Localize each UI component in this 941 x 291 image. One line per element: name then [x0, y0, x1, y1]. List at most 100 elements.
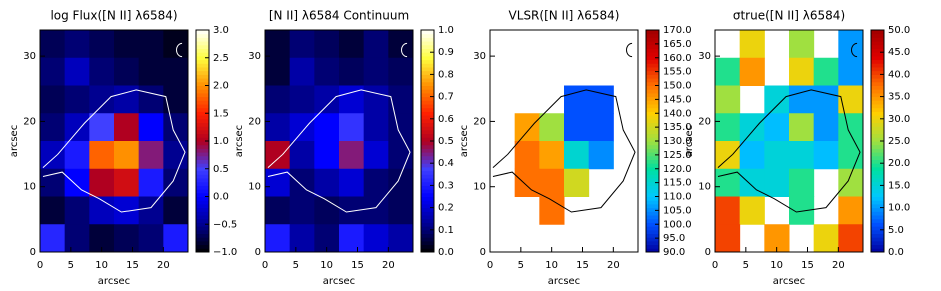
- colorbar-strip: [196, 115, 209, 120]
- heat-cell: [138, 30, 164, 59]
- heat-cell: [838, 141, 864, 170]
- heat-cell: [715, 196, 741, 225]
- heat-cell: [40, 168, 66, 197]
- colorbar-strip: [421, 111, 434, 116]
- heat-cell: [289, 57, 315, 86]
- heat-cell: [715, 57, 741, 86]
- heat-cell: [114, 57, 140, 86]
- colorbar-strip: [421, 237, 434, 242]
- colorbar-strip: [421, 48, 434, 53]
- colorbar-strip: [646, 248, 659, 253]
- colorbar-strip: [421, 189, 434, 194]
- x-tick-label: 10: [770, 260, 783, 271]
- beam: [851, 42, 858, 58]
- colorbar-strip: [646, 100, 659, 105]
- heat-cell: [388, 85, 414, 114]
- colorbar-strip: [196, 203, 209, 209]
- colorbar-strip: [871, 215, 884, 220]
- chart-title: log Flux([N II] λ6584): [50, 9, 177, 23]
- colorbar-tick-label: 0.8: [438, 69, 454, 80]
- heat-cell: [363, 113, 389, 142]
- colorbar-strip: [421, 141, 434, 146]
- colorbar-strip: [196, 111, 209, 116]
- heat-cell: [64, 113, 90, 142]
- colorbar-strip: [421, 85, 434, 90]
- heat-cell: [739, 196, 765, 225]
- colorbar-strip: [646, 200, 659, 205]
- heat-cell: [314, 113, 340, 142]
- colorbar-strip: [421, 185, 434, 190]
- heat-cell: [388, 168, 414, 197]
- colorbar-strip: [421, 192, 434, 197]
- colorbar-strip: [196, 189, 209, 194]
- heat-cell: [539, 168, 565, 197]
- x-tick-label: 15: [126, 260, 139, 271]
- colorbar-strip: [646, 163, 659, 168]
- colorbar-strip: [196, 74, 209, 79]
- colorbar-strip: [871, 100, 884, 105]
- colorbar-strip: [646, 215, 659, 220]
- colorbar-strip: [196, 218, 209, 223]
- colorbar-tick-label: 0.5: [438, 136, 454, 147]
- y-tick-label: 20: [23, 116, 36, 127]
- x-axis-label: arcsec: [98, 276, 130, 287]
- colorbar-strip: [646, 233, 659, 238]
- colorbar-strip: [421, 92, 434, 98]
- heat-cell: [289, 85, 315, 114]
- heat-cell: [265, 57, 291, 86]
- colorbar-tick-label: 0.6: [438, 114, 454, 125]
- heat-cell: [89, 85, 115, 114]
- colorbar-strip: [871, 44, 884, 49]
- colorbar-tick-label: 90.0: [663, 247, 685, 258]
- heat-cell: [114, 141, 140, 170]
- colorbar-strip: [871, 148, 884, 153]
- colorbar-tick-label: 135.0: [663, 122, 692, 133]
- colorbar-strip: [646, 70, 659, 75]
- heat-cell: [138, 113, 164, 142]
- colorbar-tick-label: 30.0: [888, 114, 910, 125]
- heat-cell: [764, 168, 790, 197]
- colorbar-strip: [871, 126, 884, 131]
- x-tick-label: 0: [712, 260, 718, 271]
- colorbar-strip: [421, 200, 434, 205]
- heat-cell: [265, 196, 291, 225]
- heat-cell: [138, 168, 164, 197]
- x-tick-label: 0: [262, 260, 268, 271]
- colorbar-strip: [421, 30, 434, 35]
- heat-cell: [813, 224, 839, 253]
- colorbar-strip: [871, 63, 884, 68]
- heat-cell: [289, 196, 315, 225]
- colorbar-tick-label: 140.0: [663, 108, 692, 119]
- colorbar-strip: [196, 52, 209, 57]
- contour: [42, 89, 186, 213]
- colorbar-strip: [646, 74, 659, 79]
- y-axis-label: arcsec: [234, 125, 245, 157]
- colorbar-strip: [196, 222, 209, 227]
- colorbar-strip: [871, 144, 884, 149]
- colorbar-strip: [421, 78, 434, 83]
- heat-cell: [339, 57, 365, 86]
- colorbar-strip: [196, 163, 209, 168]
- colorbar-tick-label: 155.0: [663, 67, 692, 78]
- colorbar-strip: [421, 233, 434, 238]
- colorbar-strip: [646, 85, 659, 90]
- colorbar-strip: [871, 192, 884, 197]
- y-tick-label: 10: [23, 182, 36, 193]
- heat-cell: [114, 196, 140, 225]
- colorbar-strip: [196, 166, 209, 172]
- colorbar-strip: [421, 89, 434, 94]
- heat-cell: [114, 30, 140, 59]
- heat-cell: [163, 168, 189, 197]
- heat-cell: [339, 30, 365, 59]
- x-tick-label: 20: [607, 260, 620, 271]
- heat-cell: [514, 168, 540, 197]
- heat-cell: [838, 224, 864, 253]
- colorbar-strip: [871, 211, 884, 216]
- colorbar-strip: [871, 55, 884, 61]
- colorbar-strip: [871, 81, 884, 86]
- colorbar-strip: [646, 92, 659, 98]
- heat-cell: [564, 141, 590, 170]
- colorbar-strip: [196, 89, 209, 94]
- colorbar-strip: [196, 200, 209, 205]
